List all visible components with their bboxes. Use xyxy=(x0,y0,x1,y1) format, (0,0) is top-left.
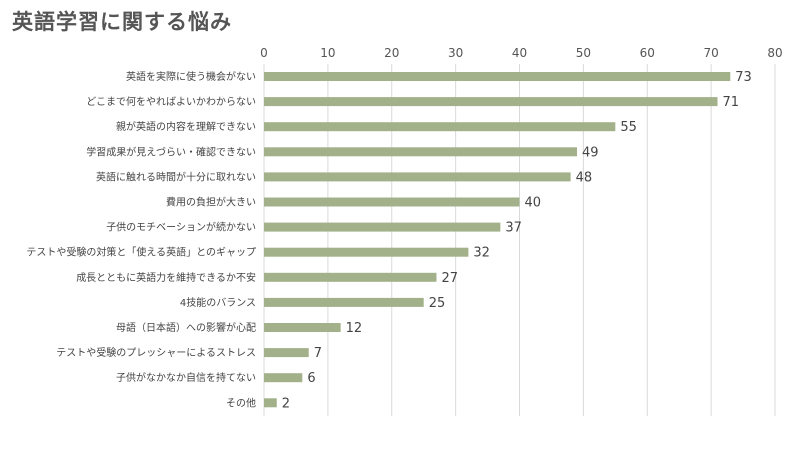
category-label: 成長とともに英語力を維持できるか不安 xyxy=(76,271,256,284)
data-label: 37 xyxy=(505,221,522,236)
bar xyxy=(264,323,341,332)
bar xyxy=(264,398,277,408)
bar xyxy=(264,272,437,282)
data-label: 55 xyxy=(620,120,637,135)
bar xyxy=(264,197,520,207)
x-tick-label: 60 xyxy=(640,46,655,60)
x-tick-label: 70 xyxy=(703,46,718,60)
data-label: 73 xyxy=(735,70,752,85)
category-label: 子供のモチベーションが続かない xyxy=(106,221,256,234)
category-label: 学習成果が見えづらい・確認できない xyxy=(86,145,256,158)
data-label: 27 xyxy=(441,271,458,286)
x-tick-label: 80 xyxy=(767,46,782,60)
data-label: 7 xyxy=(314,346,322,361)
data-label: 71 xyxy=(723,95,740,110)
category-label: 母語（日本語）への影響が心配 xyxy=(116,321,256,334)
x-tick-label: 0 xyxy=(260,46,268,60)
bar xyxy=(264,297,424,307)
x-tick-label: 10 xyxy=(320,46,335,60)
bar xyxy=(264,122,616,132)
bar xyxy=(264,72,731,81)
bar xyxy=(264,172,571,182)
category-label: テストや受験の対策と「使える英語」とのギャップ xyxy=(26,246,256,259)
data-label: 25 xyxy=(429,296,446,311)
bar xyxy=(264,348,309,358)
data-label: 2 xyxy=(282,396,290,411)
x-tick-label: 30 xyxy=(448,46,463,60)
category-label: 英語に触れる時間が十分に取れない xyxy=(96,170,256,183)
category-label: どこまで何をやればよいかわからない xyxy=(86,95,256,108)
bar xyxy=(264,247,469,257)
data-label: 6 xyxy=(307,371,315,386)
data-label: 12 xyxy=(346,321,363,336)
data-label: 48 xyxy=(576,170,593,185)
category-label: テストや受験のプレッシャーによるストレス xyxy=(56,346,256,359)
bar xyxy=(264,222,501,232)
bar xyxy=(264,147,577,157)
chart-title: 英語学習に関する悩み xyxy=(12,10,232,34)
category-label: 親が英語の内容を理解できない xyxy=(116,120,256,133)
category-label: 4技能のバランス xyxy=(180,296,256,309)
bar xyxy=(264,97,718,107)
bar xyxy=(264,373,303,383)
x-tick-label: 40 xyxy=(512,46,527,60)
data-label: 40 xyxy=(525,196,542,211)
x-tick-label: 50 xyxy=(576,46,591,60)
category-label: 子供がなかなか自信を持てない xyxy=(116,371,256,384)
data-label: 49 xyxy=(582,145,599,160)
x-tick-label: 20 xyxy=(384,46,399,60)
category-label: 費用の負担が大きい xyxy=(166,196,256,209)
category-label: 英語を実際に使う機会がない xyxy=(126,70,256,83)
data-label: 32 xyxy=(473,246,490,261)
category-label: その他 xyxy=(226,396,256,409)
